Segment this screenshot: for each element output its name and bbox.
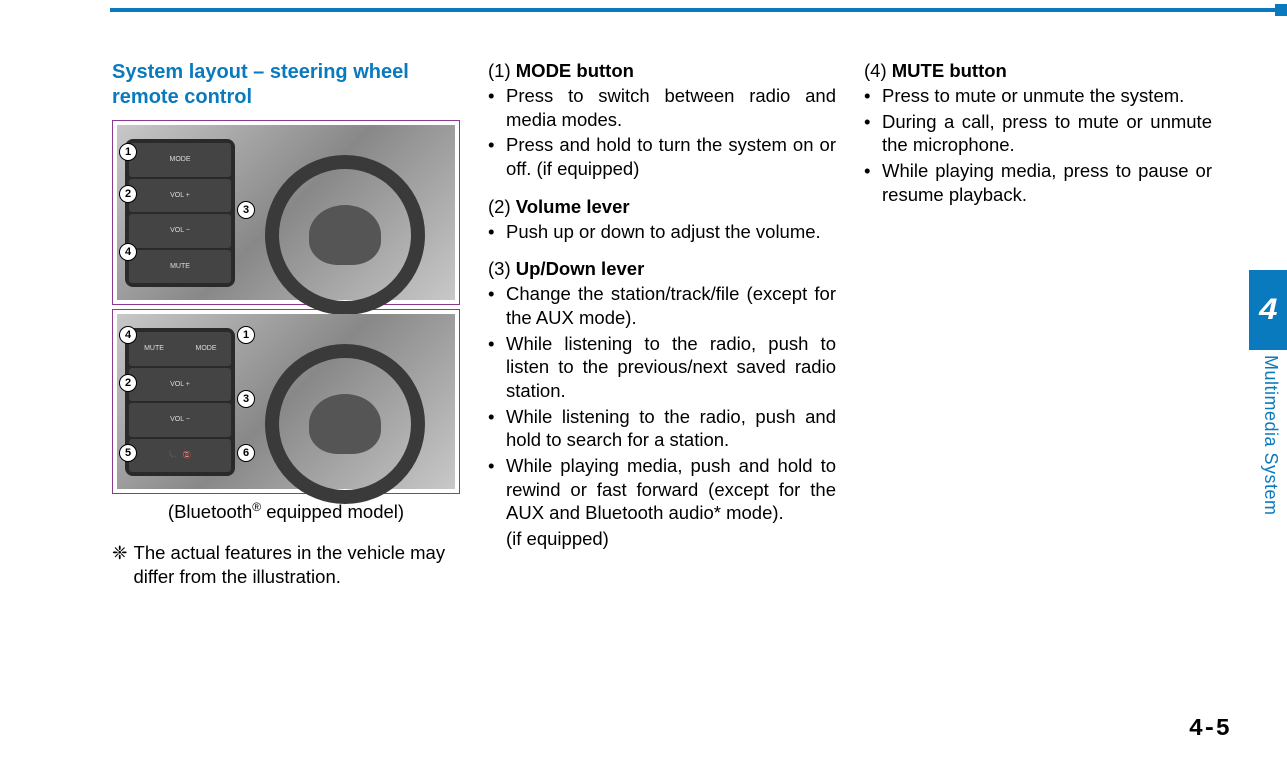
section-mode-button: (1) MODE button •Press to switch between… [488,60,836,181]
figure-caption: (Bluetooth® equipped model) [112,500,460,523]
section-volume-lever: (2) Volume lever •Push up or down to adj… [488,196,836,244]
bullet-item: •While playing media, press to pause or … [864,159,1212,206]
chapter-title: Multimedia System [1260,355,1281,516]
bullet-text: During a call, press to mute or unmute t… [882,110,1212,157]
bullet-text: While playing media, press to pause or r… [882,159,1212,206]
bullet-text: While playing media, push and hold to re… [506,454,836,525]
bullet-icon: • [488,405,506,452]
bullet-text: While listening to the radio, push and h… [506,405,836,452]
bullet-item: •Change the station/track/file (except f… [488,282,836,329]
section-title: (4) MUTE button [864,60,1212,82]
steering-wheel-figure-1: MODE VOL + VOL − MUTE 1 2 3 4 [117,125,455,300]
bullet-icon: • [864,84,882,108]
section-name: MODE button [516,60,634,81]
section-updown-lever: (3) Up/Down lever •Change the station/tr… [488,258,836,550]
callout-6: 6 [237,444,255,462]
caption-suffix: equipped model) [261,501,404,522]
bullet-item: •Press to mute or unmute the system. [864,84,1212,108]
bullet-icon: • [864,110,882,157]
section-number: (3) [488,258,511,279]
header-rule-cap [1275,4,1287,16]
bullet-item: •Press and hold to turn the system on or… [488,133,836,180]
button-panel: MODE VOL + VOL − MUTE [125,139,235,287]
btn-vol-down: VOL − [129,403,231,437]
bullet-item: •Press to switch between radio and media… [488,84,836,131]
bullet-item: •While playing media, push and hold to r… [488,454,836,525]
section-title: (3) Up/Down lever [488,258,836,280]
btn-mode: MODE [129,143,231,177]
bullet-text: Press to switch between radio and media … [506,84,836,131]
bullet-icon: • [488,220,506,244]
page-number: 4-5 [1189,716,1229,743]
column-left: System layout – steering wheel remote co… [112,60,460,589]
note-text: The actual features in the vehicle may d… [134,541,460,588]
column-middle: (1) MODE button •Press to switch between… [488,60,836,589]
wheel-hub-icon [309,205,381,265]
section-number: (1) [488,60,511,81]
section-name: Volume lever [516,196,630,217]
steering-wheel-figure-2: MUTE MODE VOL + VOL − 📞 📵 4 1 2 3 5 6 [117,314,455,489]
header-rule [110,8,1287,12]
bullet-icon: • [864,159,882,206]
callout-1: 1 [119,143,137,161]
section-name: MUTE button [892,60,1007,81]
figure-frame-1: MODE VOL + VOL − MUTE 1 2 3 4 [112,120,460,305]
column-right: (4) MUTE button •Press to mute or unmute… [864,60,1212,589]
btn-vol-down: VOL − [129,214,231,248]
bullet-text: Change the station/track/file (except fo… [506,282,836,329]
section-heading: System layout – steering wheel remote co… [112,60,460,110]
btn-mute: MUTE [129,345,179,352]
chapter-tab: 4 [1249,270,1287,350]
btn-call: 📞 📵 [129,439,231,473]
callout-2: 2 [119,374,137,392]
bullet-item: •Push up or down to adjust the volume. [488,220,836,244]
bullet-text: Press and hold to turn the system on or … [506,133,836,180]
section-number: (4) [864,60,887,81]
page-content: System layout – steering wheel remote co… [112,60,1212,589]
bullet-text: Press to mute or unmute the system. [882,84,1212,108]
section-title: (2) Volume lever [488,196,836,218]
btn-vol-up: VOL + [129,179,231,213]
caption-prefix: (Bluetooth [168,501,252,522]
section-title: (1) MODE button [488,60,836,82]
callout-4: 4 [119,326,137,344]
btn-mute: MUTE [129,250,231,284]
bullet-icon: • [488,282,506,329]
section-mute-button: (4) MUTE button •Press to mute or unmute… [864,60,1212,206]
disclaimer-note: ❈ The actual features in the vehicle may… [112,541,460,588]
tail-note: (if equipped) [488,527,836,551]
bullet-text: Push up or down to adjust the volume. [506,220,836,244]
callout-3: 3 [237,390,255,408]
note-marker-icon: ❈ [112,541,128,588]
chapter-number: 4 [1259,293,1277,327]
section-number: (2) [488,196,511,217]
bullet-text: While listening to the radio, push to li… [506,332,836,403]
registered-mark: ® [252,500,261,514]
figure-frame-2: MUTE MODE VOL + VOL − 📞 📵 4 1 2 3 5 6 [112,309,460,494]
bullet-icon: • [488,454,506,525]
bullet-item: •While listening to the radio, push and … [488,405,836,452]
bullet-item: •While listening to the radio, push to l… [488,332,836,403]
button-panel: MUTE MODE VOL + VOL − 📞 📵 [125,328,235,476]
bullet-item: •During a call, press to mute or unmute … [864,110,1212,157]
btn-mode: MODE [181,345,231,352]
section-name: Up/Down lever [516,258,645,279]
bullet-icon: • [488,84,506,131]
wheel-hub-icon [309,394,381,454]
callout-1: 1 [237,326,255,344]
callout-5: 5 [119,444,137,462]
bullet-icon: • [488,332,506,403]
callout-3: 3 [237,201,255,219]
callout-4: 4 [119,243,137,261]
btn-vol-up: VOL + [129,368,231,402]
bullet-icon: • [488,133,506,180]
callout-2: 2 [119,185,137,203]
